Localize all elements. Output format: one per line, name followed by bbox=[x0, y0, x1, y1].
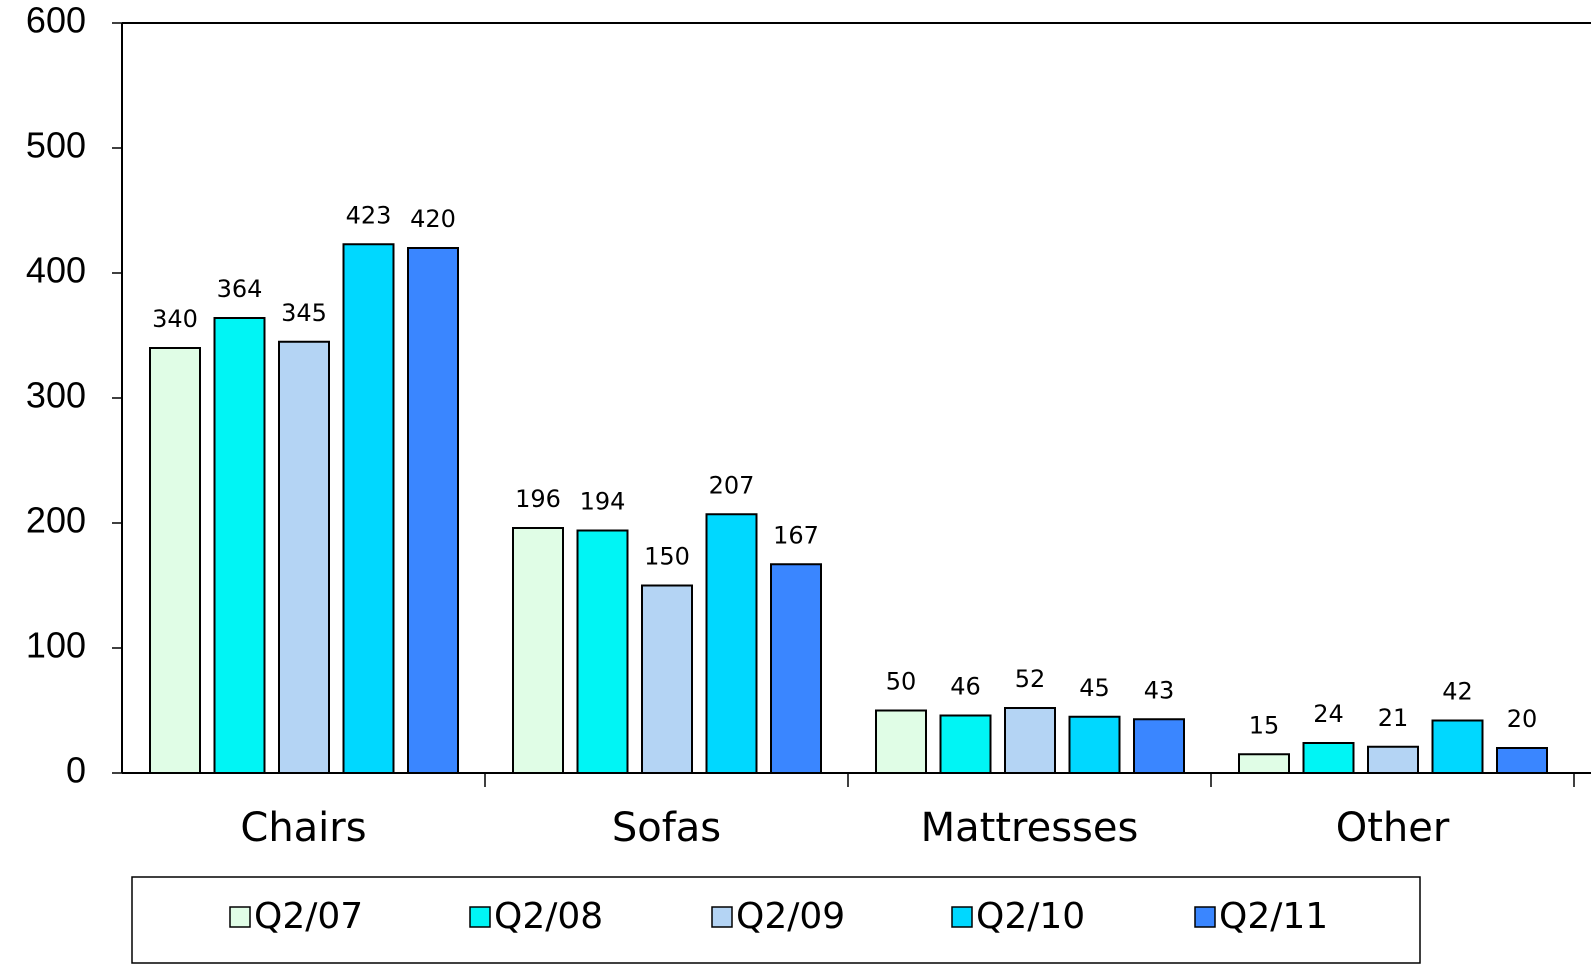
value-label: 21 bbox=[1378, 704, 1409, 732]
value-label: 24 bbox=[1313, 700, 1344, 728]
legend-swatch bbox=[1194, 906, 1216, 928]
bar bbox=[149, 347, 201, 774]
value-label: 45 bbox=[1079, 674, 1110, 702]
legend-label: Q2/08 bbox=[494, 896, 603, 937]
bar bbox=[576, 529, 629, 774]
value-label: 50 bbox=[886, 668, 917, 696]
value-label: 423 bbox=[346, 201, 392, 229]
bar bbox=[407, 247, 459, 774]
bar bbox=[1496, 747, 1548, 774]
value-label: 420 bbox=[410, 205, 456, 233]
x-tick-label: Chairs bbox=[240, 805, 366, 851]
legend-label: Q2/07 bbox=[254, 896, 363, 937]
legend-swatch bbox=[711, 906, 733, 928]
y-tick-label: 0 bbox=[66, 750, 86, 791]
x-tick-label: Sofas bbox=[612, 805, 721, 851]
bar bbox=[875, 709, 927, 774]
bar bbox=[939, 714, 992, 774]
y-tick-label: 200 bbox=[26, 500, 86, 541]
x-tick-label: Mattresses bbox=[921, 805, 1139, 851]
value-label: 196 bbox=[515, 485, 561, 513]
bar bbox=[705, 513, 758, 774]
value-label: 345 bbox=[281, 299, 327, 327]
value-label: 20 bbox=[1507, 705, 1538, 733]
value-label: 46 bbox=[950, 673, 981, 701]
bar bbox=[213, 317, 266, 774]
bar bbox=[278, 340, 330, 774]
value-label: 194 bbox=[580, 488, 626, 516]
value-label: 340 bbox=[152, 305, 198, 333]
bar bbox=[1302, 742, 1355, 774]
legend-swatch bbox=[469, 906, 491, 928]
legend-swatch bbox=[951, 906, 973, 928]
y-tick-label: 400 bbox=[26, 250, 86, 291]
value-label: 150 bbox=[644, 543, 690, 571]
value-label: 43 bbox=[1144, 676, 1175, 704]
y-tick-label: 300 bbox=[26, 375, 86, 416]
y-tick-label: 100 bbox=[26, 625, 86, 666]
x-tick-label: Other bbox=[1336, 805, 1450, 851]
y-tick-label: 500 bbox=[26, 125, 86, 166]
legend-label: Q2/09 bbox=[736, 896, 845, 937]
legend-label: Q2/10 bbox=[976, 896, 1085, 937]
legend-label: Q2/11 bbox=[1219, 896, 1328, 937]
bar bbox=[512, 527, 564, 774]
bar bbox=[1367, 745, 1419, 774]
bar bbox=[1238, 753, 1290, 774]
bar bbox=[1004, 707, 1056, 774]
bar bbox=[770, 563, 822, 774]
bar bbox=[1133, 718, 1185, 774]
y-tick-label: 600 bbox=[26, 0, 86, 41]
value-label: 207 bbox=[709, 471, 755, 499]
value-label: 15 bbox=[1249, 711, 1280, 739]
value-label: 167 bbox=[773, 521, 819, 549]
value-label: 52 bbox=[1015, 665, 1046, 693]
bar bbox=[342, 243, 395, 774]
bar bbox=[1431, 719, 1484, 774]
value-label: 42 bbox=[1442, 678, 1473, 706]
value-label: 364 bbox=[217, 275, 263, 303]
bar bbox=[641, 584, 693, 774]
legend-swatch bbox=[229, 906, 251, 928]
bar bbox=[1068, 715, 1121, 774]
